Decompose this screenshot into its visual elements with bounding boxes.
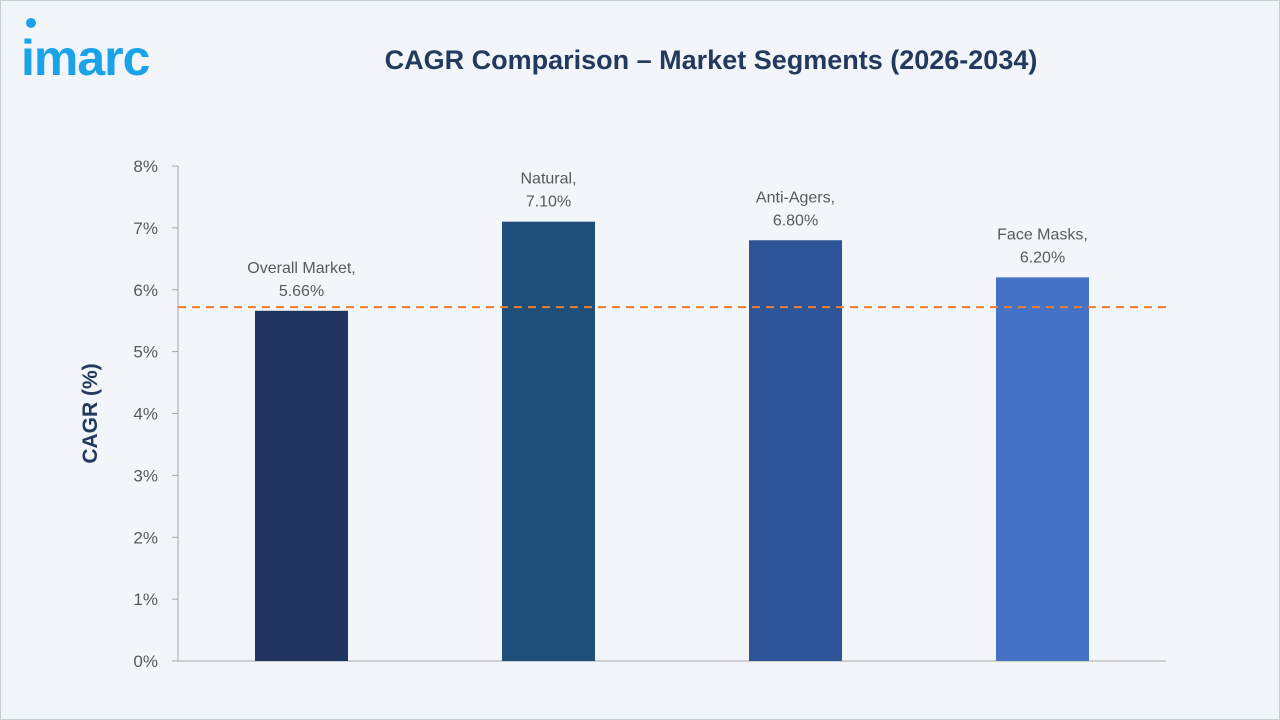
bar-overall-market (255, 310, 348, 661)
data-label: Overall Market, (247, 260, 355, 277)
logo-text: imarc (21, 30, 150, 85)
y-tick-label: 0% (133, 652, 158, 671)
y-tick-label: 6% (133, 281, 158, 300)
data-label: 6.80% (773, 212, 818, 229)
data-label: Anti-Agers, (756, 189, 835, 206)
data-label: 7.10% (526, 194, 571, 211)
bars-group (255, 221, 1089, 661)
y-tick-label: 8% (133, 157, 158, 176)
y-tick-label: 3% (133, 466, 158, 485)
data-labels-group: Overall Market, 5.66% Natural, 7.10% Anti-Ag… (247, 171, 1088, 300)
data-label: 5.66% (279, 283, 324, 300)
bar-natural (502, 221, 595, 661)
y-axis-title: CAGR (%) (79, 363, 102, 463)
y-axis: 0% 1% 2% 3% 4% 5% 6% 7% 8% (133, 157, 178, 671)
y-tick-label: 4% (133, 405, 158, 424)
logo-dot (26, 18, 36, 28)
y-tick-label: 5% (133, 343, 158, 362)
bar-anti-agers (749, 240, 842, 661)
chart-title: CAGR Comparison – Market Segments (2026-… (384, 45, 1038, 75)
y-tick-label: 7% (133, 219, 158, 238)
data-label: 6.20% (1020, 249, 1065, 266)
data-label: Natural, (520, 171, 576, 188)
y-tick-label: 1% (133, 590, 158, 609)
imarc-logo: imarc (21, 18, 151, 85)
data-label: Face Masks, (997, 226, 1088, 243)
bar-face-masks (996, 277, 1089, 661)
y-tick-label: 2% (133, 528, 158, 547)
